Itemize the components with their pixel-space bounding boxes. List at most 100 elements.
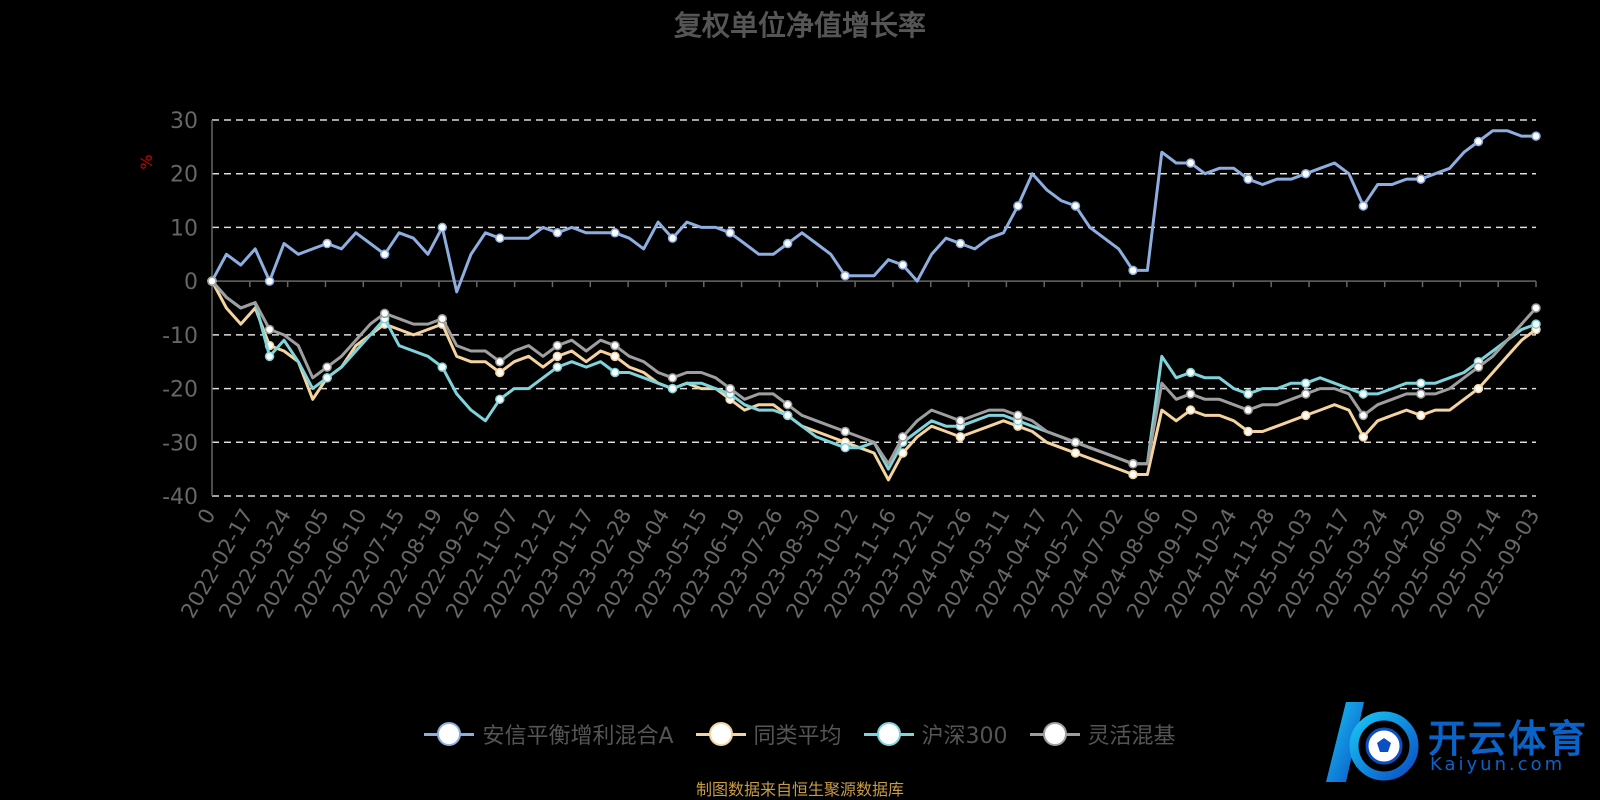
data-point[interactable] (1416, 174, 1426, 184)
data-point[interactable] (1185, 389, 1196, 399)
data-point[interactable] (610, 340, 620, 351)
y-tick-label: 30 (170, 109, 198, 134)
data-point[interactable] (264, 324, 275, 335)
data-point[interactable] (264, 276, 275, 286)
data-point[interactable] (1473, 362, 1484, 372)
data-point[interactable] (437, 313, 448, 324)
data-point[interactable] (898, 260, 908, 270)
data-point[interactable] (1243, 405, 1253, 415)
y-tick-label: 0 (184, 270, 198, 295)
data-point[interactable] (1243, 389, 1253, 399)
data-point[interactable] (1473, 383, 1484, 394)
data-point[interactable] (322, 373, 332, 383)
data-point[interactable] (552, 228, 563, 238)
data-point[interactable] (1358, 432, 1369, 442)
data-point[interactable] (1070, 448, 1081, 458)
data-point[interactable] (1128, 469, 1138, 480)
data-point[interactable] (667, 373, 678, 383)
data-point[interactable] (1300, 168, 1311, 179)
data-point[interactable] (782, 410, 793, 421)
legend-label: 安信平衡增利混合A (482, 724, 674, 749)
series-line-0 (210, 129, 1536, 294)
data-point[interactable] (379, 308, 390, 319)
legend-marker-icon (424, 721, 475, 747)
data-point[interactable] (782, 238, 793, 249)
data-point[interactable] (782, 399, 793, 410)
data-point[interactable] (667, 383, 678, 394)
legend-marker-icon (695, 721, 746, 747)
data-point[interactable] (552, 362, 563, 372)
data-point[interactable] (1358, 201, 1369, 211)
data-point[interactable] (1358, 389, 1369, 399)
data-point[interactable] (725, 228, 735, 238)
data-point[interactable] (840, 426, 850, 437)
legend-item-series-1[interactable]: 同类平均 (695, 718, 842, 750)
data-point[interactable] (495, 367, 505, 378)
data-point[interactable] (610, 351, 620, 362)
y-tick-label: -30 (162, 431, 198, 456)
logo-subtext: Kaiyun.com (1430, 754, 1566, 775)
data-point[interactable] (1531, 303, 1541, 313)
data-point[interactable] (1185, 367, 1196, 378)
legend-marker-icon (863, 721, 914, 747)
data-point[interactable] (264, 351, 275, 362)
data-point[interactable] (955, 432, 966, 442)
data-point[interactable] (1416, 410, 1426, 421)
data-point[interactable] (610, 367, 620, 378)
data-point[interactable] (1013, 201, 1023, 211)
legend-item-series-2[interactable]: 沪深300 (863, 718, 1008, 750)
series-layer (207, 129, 1541, 482)
data-point[interactable] (1070, 201, 1081, 211)
logo-text: 开云体育 (1428, 717, 1589, 761)
data-point[interactable] (1185, 405, 1196, 415)
legend-item-series-3[interactable]: 灵活混基 (1029, 718, 1176, 750)
data-point[interactable] (725, 383, 735, 394)
y-tick-label: 10 (170, 216, 198, 241)
data-point[interactable] (1416, 378, 1426, 388)
data-point[interactable] (1128, 265, 1138, 276)
legend-item-series-0[interactable]: 安信平衡增利混合A (424, 718, 674, 750)
y-tick-label: 20 (170, 163, 198, 188)
data-point[interactable] (1243, 426, 1253, 437)
data-point[interactable] (207, 276, 217, 286)
data-point[interactable] (840, 442, 850, 453)
data-point[interactable] (1013, 410, 1023, 421)
data-point[interactable] (1531, 131, 1541, 141)
data-point[interactable] (495, 394, 505, 405)
data-point[interactable] (322, 238, 332, 249)
data-point[interactable] (898, 432, 908, 442)
data-point[interactable] (1473, 136, 1484, 147)
axes: 3020100-10-20-30-4002022-02-172022-03-24… (162, 109, 1544, 622)
data-point[interactable] (610, 228, 620, 238)
data-point[interactable] (955, 238, 966, 249)
data-point[interactable] (955, 416, 966, 426)
data-point[interactable] (1416, 389, 1426, 399)
data-point[interactable] (1531, 319, 1541, 329)
chart-legend: 安信平衡增利混合A 同类平均 沪深300 灵活混基 (0, 718, 1600, 750)
data-point[interactable] (840, 271, 850, 281)
data-point[interactable] (552, 340, 563, 351)
data-point[interactable] (322, 362, 332, 372)
legend-label: 沪深300 (921, 724, 1008, 749)
data-point[interactable] (1070, 437, 1081, 448)
data-point[interactable] (1358, 410, 1369, 421)
data-point[interactable] (667, 233, 678, 243)
y-tick-label: -40 (162, 485, 198, 510)
data-point[interactable] (495, 233, 505, 243)
data-point[interactable] (1243, 174, 1253, 184)
data-point[interactable] (437, 362, 448, 372)
data-point[interactable] (1128, 459, 1138, 469)
kaiyun-logo-icon (1326, 702, 1419, 782)
data-point[interactable] (1300, 410, 1311, 421)
y-tick-label: -20 (162, 378, 198, 403)
data-point[interactable] (379, 249, 390, 260)
data-point[interactable] (552, 351, 563, 362)
data-point[interactable] (495, 356, 505, 367)
data-point[interactable] (898, 448, 908, 458)
legend-label: 同类平均 (753, 724, 842, 749)
data-point[interactable] (1300, 378, 1311, 388)
data-point[interactable] (1185, 158, 1196, 168)
data-point[interactable] (1300, 389, 1311, 399)
data-point[interactable] (437, 222, 448, 233)
